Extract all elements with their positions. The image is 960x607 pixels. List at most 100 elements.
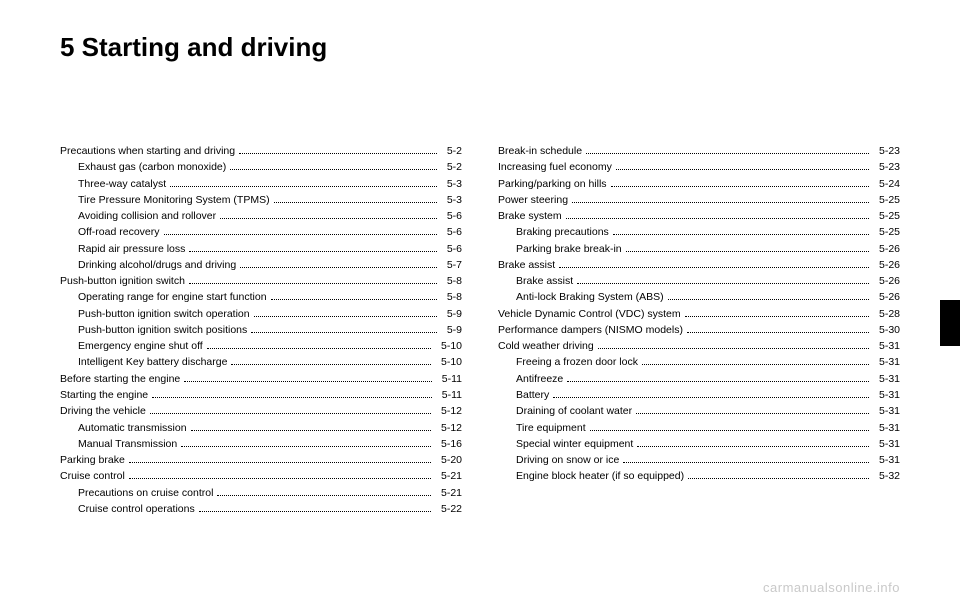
toc-entry-label: Brake system <box>498 208 562 224</box>
toc-left-column: Precautions when starting and driving5-2… <box>60 143 462 517</box>
toc-entry-page: 5-31 <box>873 403 900 419</box>
toc-entry: Drinking alcohol/drugs and driving5-7 <box>60 257 462 273</box>
toc-entry-page: 5-16 <box>435 436 462 452</box>
toc-entry: Tire equipment5-31 <box>498 420 900 436</box>
toc-leader-dots <box>637 438 869 446</box>
toc-leader-dots <box>217 487 431 495</box>
toc-leader-dots <box>626 243 869 251</box>
toc-leader-dots <box>170 178 437 186</box>
toc-entry: Performance dampers (NISMO models) 5-30 <box>498 322 900 338</box>
toc-entry-page: 5-32 <box>873 468 900 484</box>
toc-entry-page: 5-8 <box>441 273 462 289</box>
toc-entry-page: 5-26 <box>873 257 900 273</box>
toc-entry-page: 5-7 <box>441 257 462 273</box>
toc-leader-dots <box>240 259 437 267</box>
toc-leader-dots <box>129 455 431 463</box>
toc-entry-label: Antifreeze <box>516 371 563 387</box>
toc-entry-label: Driving on snow or ice <box>516 452 619 468</box>
toc-entry-label: Precautions on cruise control <box>78 485 213 501</box>
toc-entry-page: 5-3 <box>441 192 462 208</box>
toc-leader-dots <box>207 341 431 349</box>
toc-entry-label: Before starting the engine <box>60 371 180 387</box>
toc-columns: Precautions when starting and driving5-2… <box>60 143 900 517</box>
toc-entry-page: 5-2 <box>441 143 462 159</box>
toc-entry-label: Emergency engine shut off <box>78 338 203 354</box>
toc-entry-label: Battery <box>516 387 549 403</box>
toc-entry-label: Intelligent Key battery discharge <box>78 354 227 370</box>
toc-entry-label: Avoiding collision and rollover <box>78 208 216 224</box>
toc-entry: Cruise control5-21 <box>60 468 462 484</box>
toc-entry-label: Performance dampers (NISMO models) <box>498 322 683 338</box>
toc-entry-page: 5-22 <box>435 501 462 517</box>
toc-entry-label: Tire equipment <box>516 420 586 436</box>
toc-leader-dots <box>642 357 869 365</box>
toc-entry-label: Push-button ignition switch <box>60 273 185 289</box>
toc-leader-dots <box>230 162 437 170</box>
toc-entry: Intelligent Key battery discharge5-10 <box>60 354 462 370</box>
toc-leader-dots <box>220 211 437 219</box>
toc-leader-dots <box>181 438 431 446</box>
toc-entry-page: 5-31 <box>873 452 900 468</box>
toc-leader-dots <box>613 227 869 235</box>
toc-entry: Antifreeze5-31 <box>498 371 900 387</box>
toc-entry-label: Brake assist <box>498 257 555 273</box>
toc-entry-page: 5-9 <box>441 306 462 322</box>
toc-leader-dots <box>271 292 437 300</box>
toc-leader-dots <box>184 373 432 381</box>
toc-entry-label: Starting the engine <box>60 387 148 403</box>
toc-entry-page: 5-11 <box>436 387 462 403</box>
toc-entry-page: 5-31 <box>873 354 900 370</box>
toc-entry-page: 5-21 <box>435 485 462 501</box>
toc-entry-page: 5-20 <box>435 452 462 468</box>
toc-entry-page: 5-23 <box>873 159 900 175</box>
toc-leader-dots <box>150 406 431 414</box>
toc-entry: Automatic transmission5-12 <box>60 420 462 436</box>
toc-entry-page: 5-31 <box>873 387 900 403</box>
toc-leader-dots <box>586 146 869 154</box>
toc-entry: Increasing fuel economy 5-23 <box>498 159 900 175</box>
toc-entry: Parking brake5-20 <box>60 452 462 468</box>
toc-leader-dots <box>616 162 869 170</box>
toc-leader-dots <box>623 455 869 463</box>
toc-entry-label: Power steering <box>498 192 568 208</box>
toc-leader-dots <box>152 390 432 398</box>
toc-leader-dots <box>567 373 869 381</box>
toc-leader-dots <box>577 276 869 284</box>
toc-leader-dots <box>572 194 869 202</box>
toc-leader-dots <box>668 292 869 300</box>
toc-entry: Starting the engine 5-11 <box>60 387 462 403</box>
toc-entry: Brake assist 5-26 <box>498 257 900 273</box>
toc-entry-page: 5-2 <box>441 159 462 175</box>
toc-entry-label: Push-button ignition switch positions <box>78 322 247 338</box>
toc-entry-label: Increasing fuel economy <box>498 159 612 175</box>
toc-entry-page: 5-30 <box>873 322 900 338</box>
toc-entry: Exhaust gas (carbon monoxide)5-2 <box>60 159 462 175</box>
toc-right-column: Break-in schedule5-23Increasing fuel eco… <box>498 143 900 517</box>
toc-entry: Brake assist5-26 <box>498 273 900 289</box>
toc-entry-page: 5-25 <box>873 192 900 208</box>
toc-entry-page: 5-12 <box>435 420 462 436</box>
toc-entry-page: 5-9 <box>441 322 462 338</box>
toc-entry-label: Cruise control <box>60 468 125 484</box>
toc-entry: Precautions when starting and driving5-2 <box>60 143 462 159</box>
toc-entry-page: 5-28 <box>873 306 900 322</box>
toc-entry-label: Cruise control operations <box>78 501 195 517</box>
toc-entry-page: 5-8 <box>441 289 462 305</box>
toc-entry-label: Manual Transmission <box>78 436 177 452</box>
toc-entry-page: 5-25 <box>873 224 900 240</box>
toc-leader-dots <box>189 243 436 251</box>
toc-leader-dots <box>688 471 869 479</box>
toc-leader-dots <box>199 503 431 511</box>
toc-entry: Three-way catalyst5-3 <box>60 176 462 192</box>
toc-entry-label: Special winter equipment <box>516 436 633 452</box>
toc-entry-label: Push-button ignition switch operation <box>78 306 250 322</box>
toc-entry-label: Rapid air pressure loss <box>78 241 185 257</box>
toc-leader-dots <box>254 308 437 316</box>
toc-entry-label: Engine block heater (if so equipped) <box>516 468 684 484</box>
toc-leader-dots <box>274 194 437 202</box>
toc-entry: Special winter equipment5-31 <box>498 436 900 452</box>
toc-entry-label: Braking precautions <box>516 224 609 240</box>
toc-entry: Precautions on cruise control 5-21 <box>60 485 462 501</box>
toc-leader-dots <box>590 422 869 430</box>
toc-entry: Push-button ignition switch operation 5-9 <box>60 306 462 322</box>
